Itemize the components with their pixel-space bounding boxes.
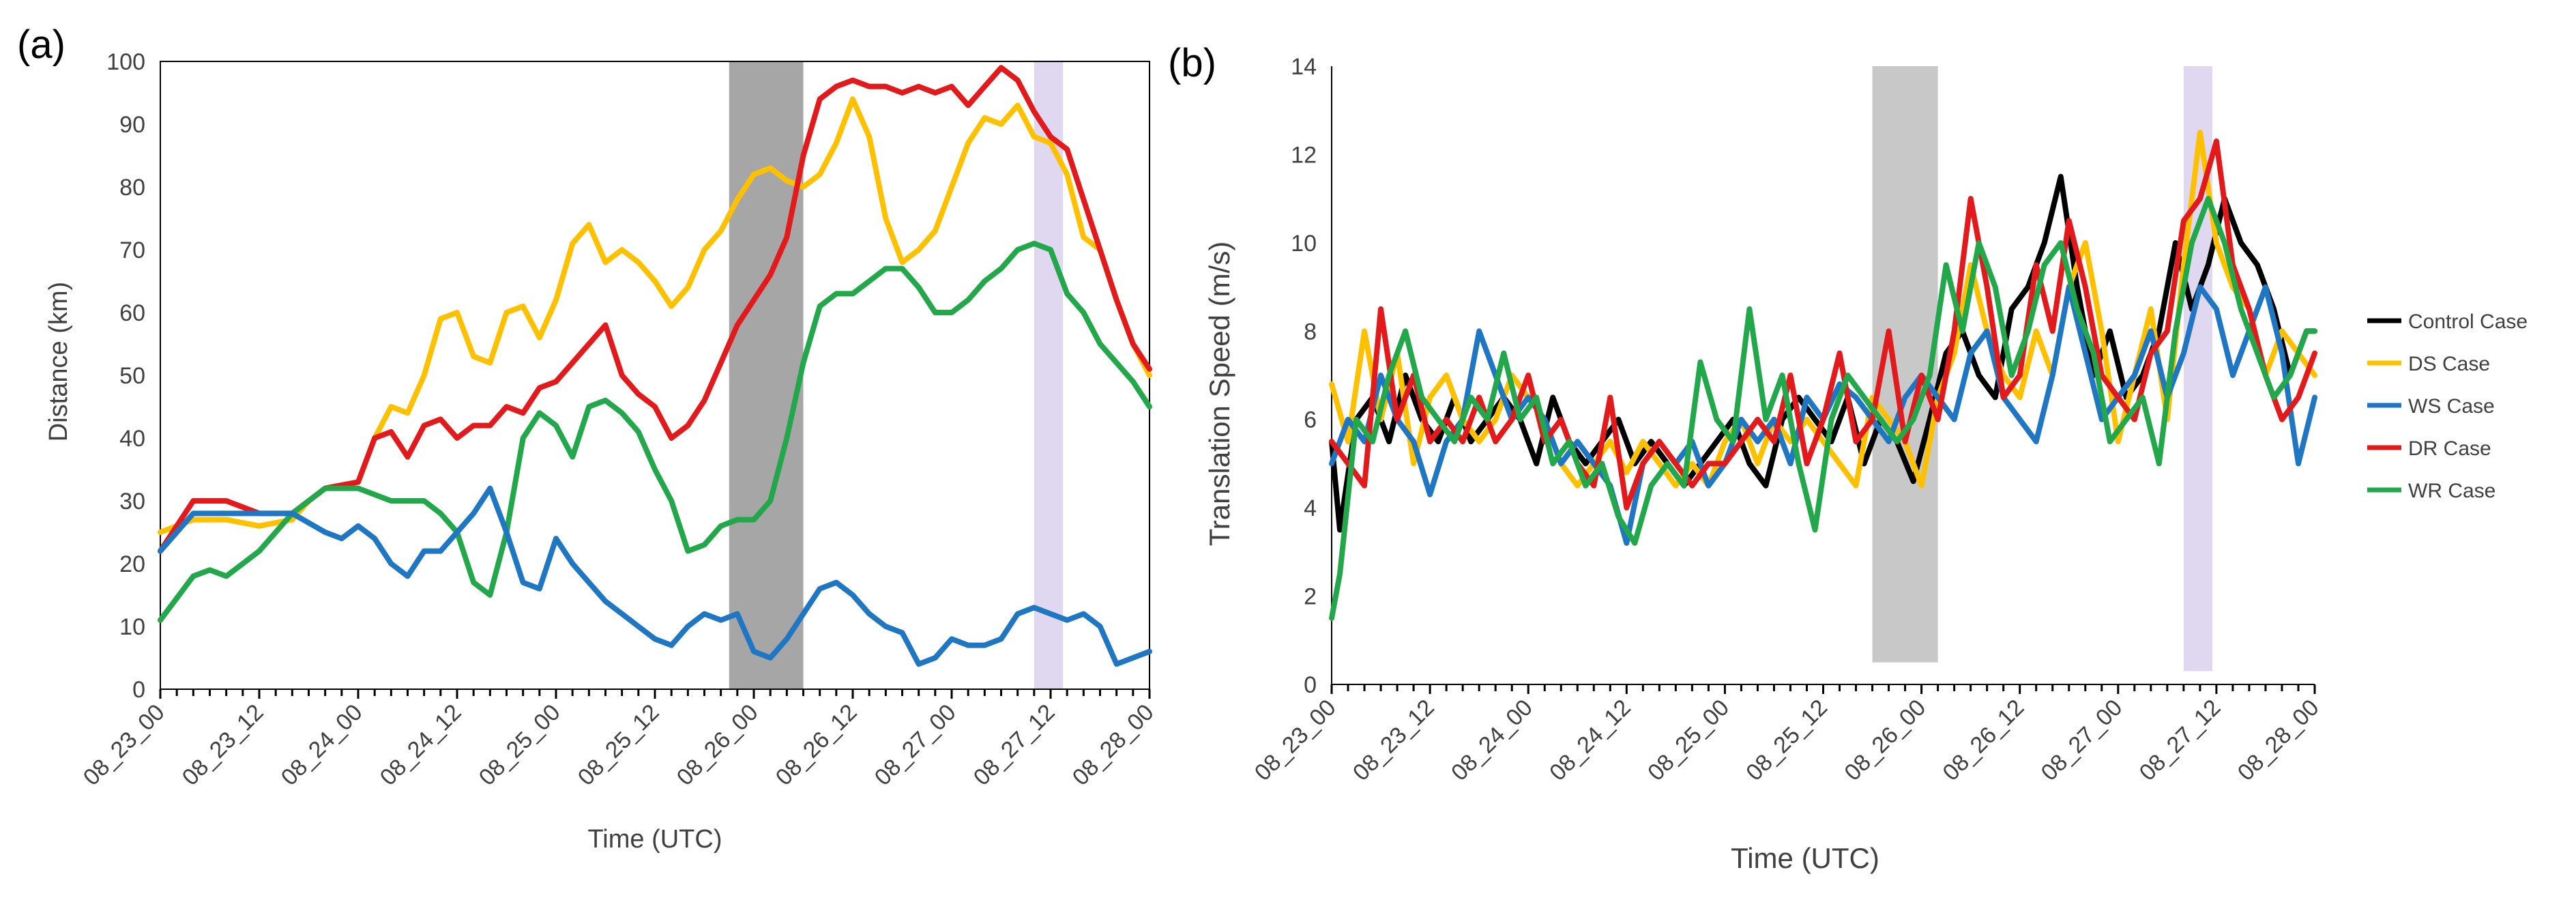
b-x-tick-label: 08_24_12 — [1545, 695, 1636, 786]
b-y-tick-label: 4 — [1304, 495, 1317, 521]
b-x-tick-label: 08_27_00 — [2036, 695, 2128, 786]
panel-b-x-axis-title: Time (UTC) — [1731, 842, 1879, 874]
b-x-tick-label: 08_28_00 — [2233, 695, 2324, 786]
legend-label: DR Case — [2408, 437, 2491, 460]
panel-b-y-axis-title: Translation Speed (m/s) — [1203, 242, 1235, 547]
b-y-tick-label: 8 — [1304, 319, 1317, 345]
b-series-ds-case — [1329, 130, 2317, 489]
b-series-dr-case — [1329, 139, 2317, 511]
b-series-wr-case — [1329, 196, 2317, 621]
panel-a-x-axis-title: Time (UTC) — [588, 825, 722, 854]
a-plot-frame — [160, 61, 1150, 690]
a-series-dr-case — [158, 65, 1152, 554]
a-y-tick-label: 50 — [119, 363, 145, 389]
a-y-tick-label: 20 — [119, 551, 145, 577]
a-series-ws-case — [158, 485, 1152, 667]
legend-label: DS Case — [2408, 353, 2490, 375]
a-x-tick-label: 08_23_00 — [78, 699, 170, 791]
a-x-tick-label: 08_24_00 — [276, 699, 368, 791]
b-x-tick-label: 08_24_00 — [1446, 695, 1538, 786]
a-series-wr-case — [158, 240, 1152, 623]
b-y-tick-label: 6 — [1304, 407, 1317, 433]
a-shaded-region-1 — [729, 61, 804, 689]
a-x-tick-label: 08_23_12 — [177, 699, 269, 791]
b-y-tick-label: 10 — [1291, 231, 1317, 257]
b-x-tick-label: 08_25_00 — [1643, 695, 1734, 786]
legend-label: WS Case — [2408, 395, 2495, 418]
a-y-tick-label: 70 — [119, 237, 145, 263]
panel-b-legend: Control Case DS Case WS Case DR Case WR Case — [2367, 310, 2528, 502]
a-x-tick-label: 08_26_12 — [771, 699, 862, 791]
legend-label: Control Case — [2408, 310, 2528, 333]
a-shaded-region-2 — [1034, 61, 1064, 689]
a-y-tick-label: 30 — [119, 489, 145, 515]
panel-a-y-axis-title: Distance (km) — [44, 282, 73, 441]
b-x-tick-label: 08_25_12 — [1741, 695, 1832, 786]
panel-a-label: (a) — [17, 23, 65, 67]
b-x-tick-label: 08_23_12 — [1348, 695, 1439, 786]
a-x-tick-label: 08_27_00 — [870, 699, 961, 791]
a-series-ds-case — [158, 96, 1152, 535]
b-y-tick-label: 0 — [1304, 672, 1317, 698]
b-x-tick-label: 08_23_00 — [1250, 695, 1341, 786]
panel-a: (a) 0 10 20 30 40 50 60 70 80 90 100 08_23_00 08_23… — [17, 23, 1159, 854]
a-x-tick-label: 08_24_12 — [375, 699, 467, 791]
b-y-tick-label: 12 — [1291, 142, 1317, 168]
a-x-tick-label: 08_28_00 — [1068, 699, 1159, 791]
a-y-tick-label: 60 — [119, 300, 145, 326]
a-x-tick-label: 08_26_00 — [672, 699, 763, 791]
a-y-tick-label: 10 — [119, 614, 145, 640]
a-y-tick-label: 40 — [119, 426, 145, 452]
panel-b: (b) 0 2 4 6 8 10 12 14 08_23_00 08_23_12 08_24_00… — [1168, 41, 2528, 874]
a-x-tick-label: 08_25_12 — [573, 699, 664, 791]
a-x-tick-label: 08_27_12 — [969, 699, 1060, 791]
panel-b-label: (b) — [1168, 41, 1216, 85]
legend-label: WR Case — [2408, 480, 2496, 502]
b-x-tick-label: 08_27_12 — [2135, 695, 2226, 786]
b-y-tick-label: 14 — [1291, 54, 1317, 80]
b-x-tick-label: 08_26_00 — [1839, 695, 1931, 786]
b-x-tick-label: 08_26_12 — [1938, 695, 2030, 786]
a-y-tick-label: 100 — [106, 49, 145, 75]
b-y-tick-label: 2 — [1304, 584, 1317, 610]
a-y-tick-label: 90 — [119, 112, 145, 138]
a-y-tick-label: 0 — [132, 677, 145, 703]
a-x-tick-label: 08_25_00 — [474, 699, 566, 791]
a-y-tick-label: 80 — [119, 175, 145, 201]
